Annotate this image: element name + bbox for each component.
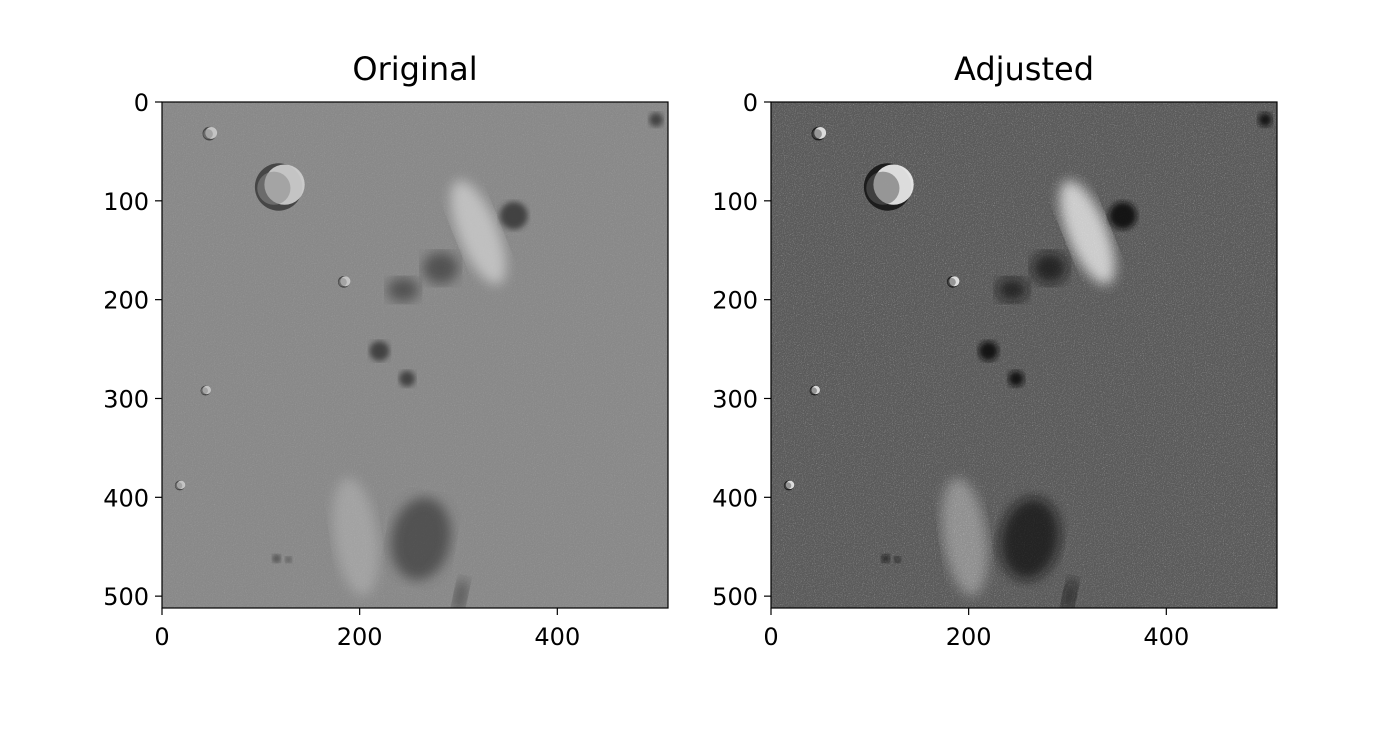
image-features — [783, 112, 1273, 608]
y-tick-label: 100 — [103, 188, 149, 216]
crater-corner — [1258, 112, 1273, 127]
crater-small — [811, 126, 827, 141]
dot-1 — [881, 554, 890, 563]
y-axis: 0 100 200 300 400 500 — [712, 89, 771, 611]
y-tick-label: 300 — [712, 385, 758, 413]
dark-pit — [499, 201, 528, 230]
crater-corner — [649, 112, 664, 127]
crater-large — [254, 163, 305, 211]
crater-left-2 — [783, 480, 795, 491]
y-tick-label: 300 — [103, 385, 149, 413]
chart-title: Original — [352, 50, 477, 88]
y-tick-label: 100 — [712, 188, 758, 216]
crater-large — [863, 163, 914, 211]
y-tick-label: 0 — [134, 89, 149, 117]
crater-left — [200, 385, 211, 396]
y-tick-label: 500 — [712, 583, 758, 611]
panel-adjusted: Adjusted 0 200 400 0 100 200 300 400 500 — [712, 50, 1278, 651]
y-axis: 0 100 200 300 400 500 — [103, 89, 162, 611]
y-tick-label: 200 — [712, 287, 758, 315]
dark-blob-2 — [1008, 370, 1024, 387]
axes-frame — [770, 101, 1278, 609]
bright-ridge — [1059, 180, 1115, 285]
chart-title: Adjusted — [954, 50, 1094, 88]
dark-streak-bottom — [453, 578, 468, 608]
panel-original: Original 0 200 400 0 100 200 300 400 500 — [103, 50, 669, 651]
x-tick-label: 0 — [154, 623, 169, 651]
bright-ridge — [450, 180, 506, 285]
x-tick-label: 200 — [337, 623, 383, 651]
dark-pits-right — [1031, 252, 1068, 284]
crater-mid — [946, 275, 960, 288]
y-tick-label: 400 — [103, 484, 149, 512]
dark-blob-2 — [399, 370, 415, 387]
dark-pits-right — [422, 252, 459, 284]
light-region-lower — [941, 478, 988, 596]
light-region-lower — [332, 478, 379, 596]
dark-streak-bottom — [1062, 578, 1077, 608]
image-features — [174, 112, 664, 608]
image-adjusted — [771, 102, 1277, 608]
x-tick-label: 200 — [946, 623, 992, 651]
dot-1 — [272, 554, 281, 563]
dark-region-lower — [390, 497, 452, 581]
crater-small — [202, 126, 218, 141]
dot-2 — [894, 556, 901, 563]
crater-mid — [337, 275, 351, 288]
x-axis: 0 200 400 — [763, 608, 1189, 651]
y-tick-label: 500 — [103, 583, 149, 611]
dot-2 — [285, 556, 292, 563]
x-axis: 0 200 400 — [154, 608, 580, 651]
dark-pits-left — [387, 277, 419, 302]
crater-left — [809, 385, 820, 396]
dark-blob-1 — [978, 341, 999, 361]
x-tick-label: 400 — [1143, 623, 1189, 651]
dark-pit — [1108, 201, 1137, 230]
image-original — [162, 102, 668, 608]
dark-blob-1 — [369, 341, 390, 361]
x-tick-label: 0 — [763, 623, 778, 651]
y-tick-label: 400 — [712, 484, 758, 512]
x-tick-label: 400 — [534, 623, 580, 651]
axes-frame — [161, 101, 669, 609]
y-tick-label: 200 — [103, 287, 149, 315]
y-tick-label: 0 — [743, 89, 758, 117]
dark-region-lower — [999, 497, 1061, 581]
crater-left-2 — [174, 480, 186, 491]
dark-pits-left — [996, 277, 1028, 302]
